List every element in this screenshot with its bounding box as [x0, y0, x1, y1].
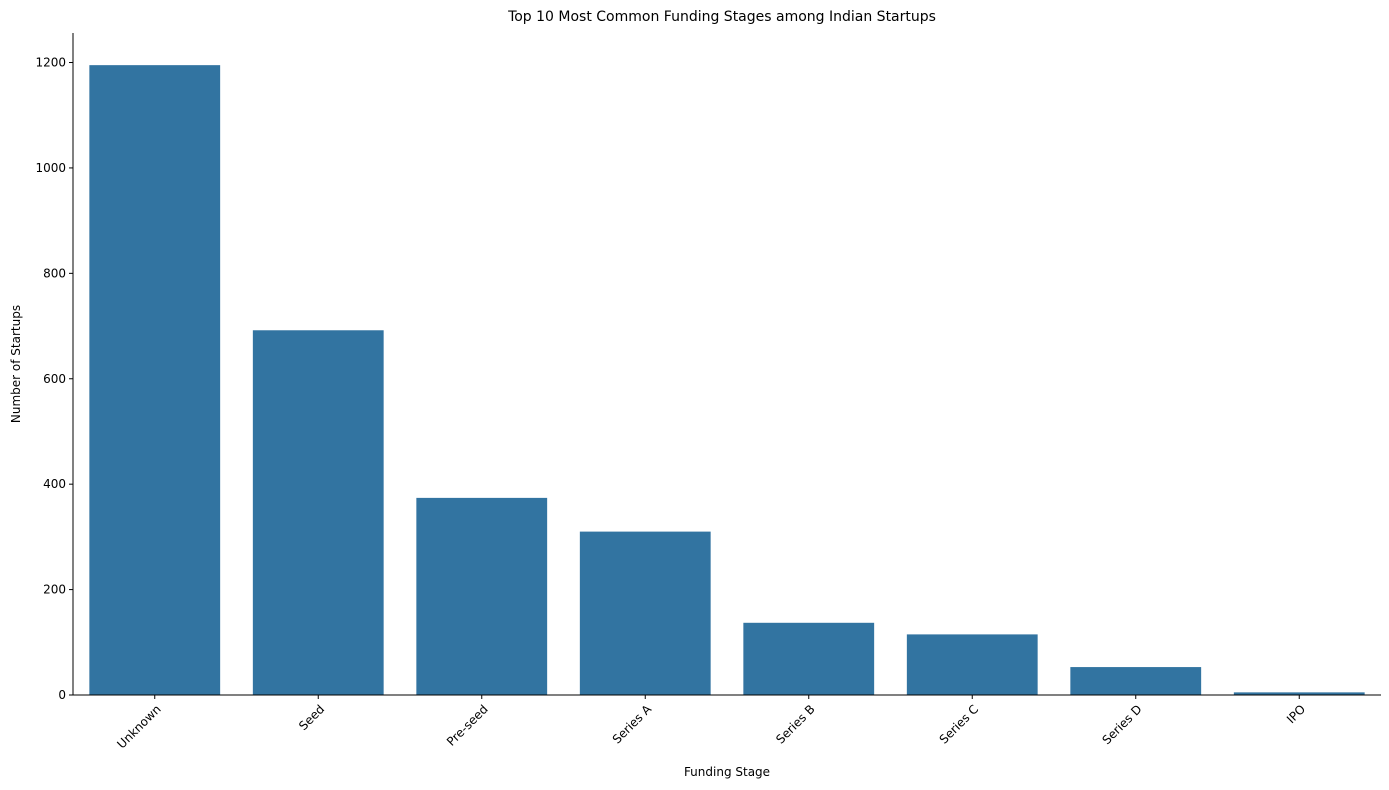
y-tick-label: 1200 [35, 56, 66, 70]
y-tick-label: 800 [43, 266, 66, 280]
x-tick-label: Series A [610, 701, 655, 746]
x-tick-label: IPO [1284, 702, 1308, 726]
x-axis: Unknown Seed Pre-seed Series A Series B Serie… [73, 694, 1381, 751]
plot-area [89, 65, 1365, 695]
y-axis: 0 200 400 600 800 1000 1200 [35, 33, 74, 702]
y-tick-label: 600 [43, 372, 66, 386]
bar-series-b [743, 622, 875, 695]
bar-ipo [1233, 692, 1365, 695]
bar-series-d [1070, 667, 1202, 695]
chart-title: Top 10 Most Common Funding Stages among … [507, 9, 936, 25]
x-tick-label: Pre-seed [444, 702, 491, 749]
bar-unknown [89, 65, 221, 695]
x-tick-label: Series B [773, 702, 818, 747]
y-tick-label: 200 [43, 583, 66, 597]
x-tick-label: Unknown [114, 702, 163, 751]
x-tick-label: Series D [1099, 702, 1144, 747]
x-axis-label: Funding Stage [684, 765, 770, 779]
bar-series-c [906, 634, 1038, 695]
bar-seed [252, 330, 384, 695]
y-tick-label: 400 [43, 477, 66, 491]
x-tick-label: Seed [296, 702, 327, 733]
y-tick-label: 0 [58, 688, 66, 702]
y-axis-label: Number of Startups [9, 305, 23, 423]
bar-series-a [579, 531, 711, 695]
y-tick-label: 1000 [35, 161, 66, 175]
bar-pre-seed [416, 497, 548, 695]
x-tick-label: Series C [937, 702, 982, 747]
